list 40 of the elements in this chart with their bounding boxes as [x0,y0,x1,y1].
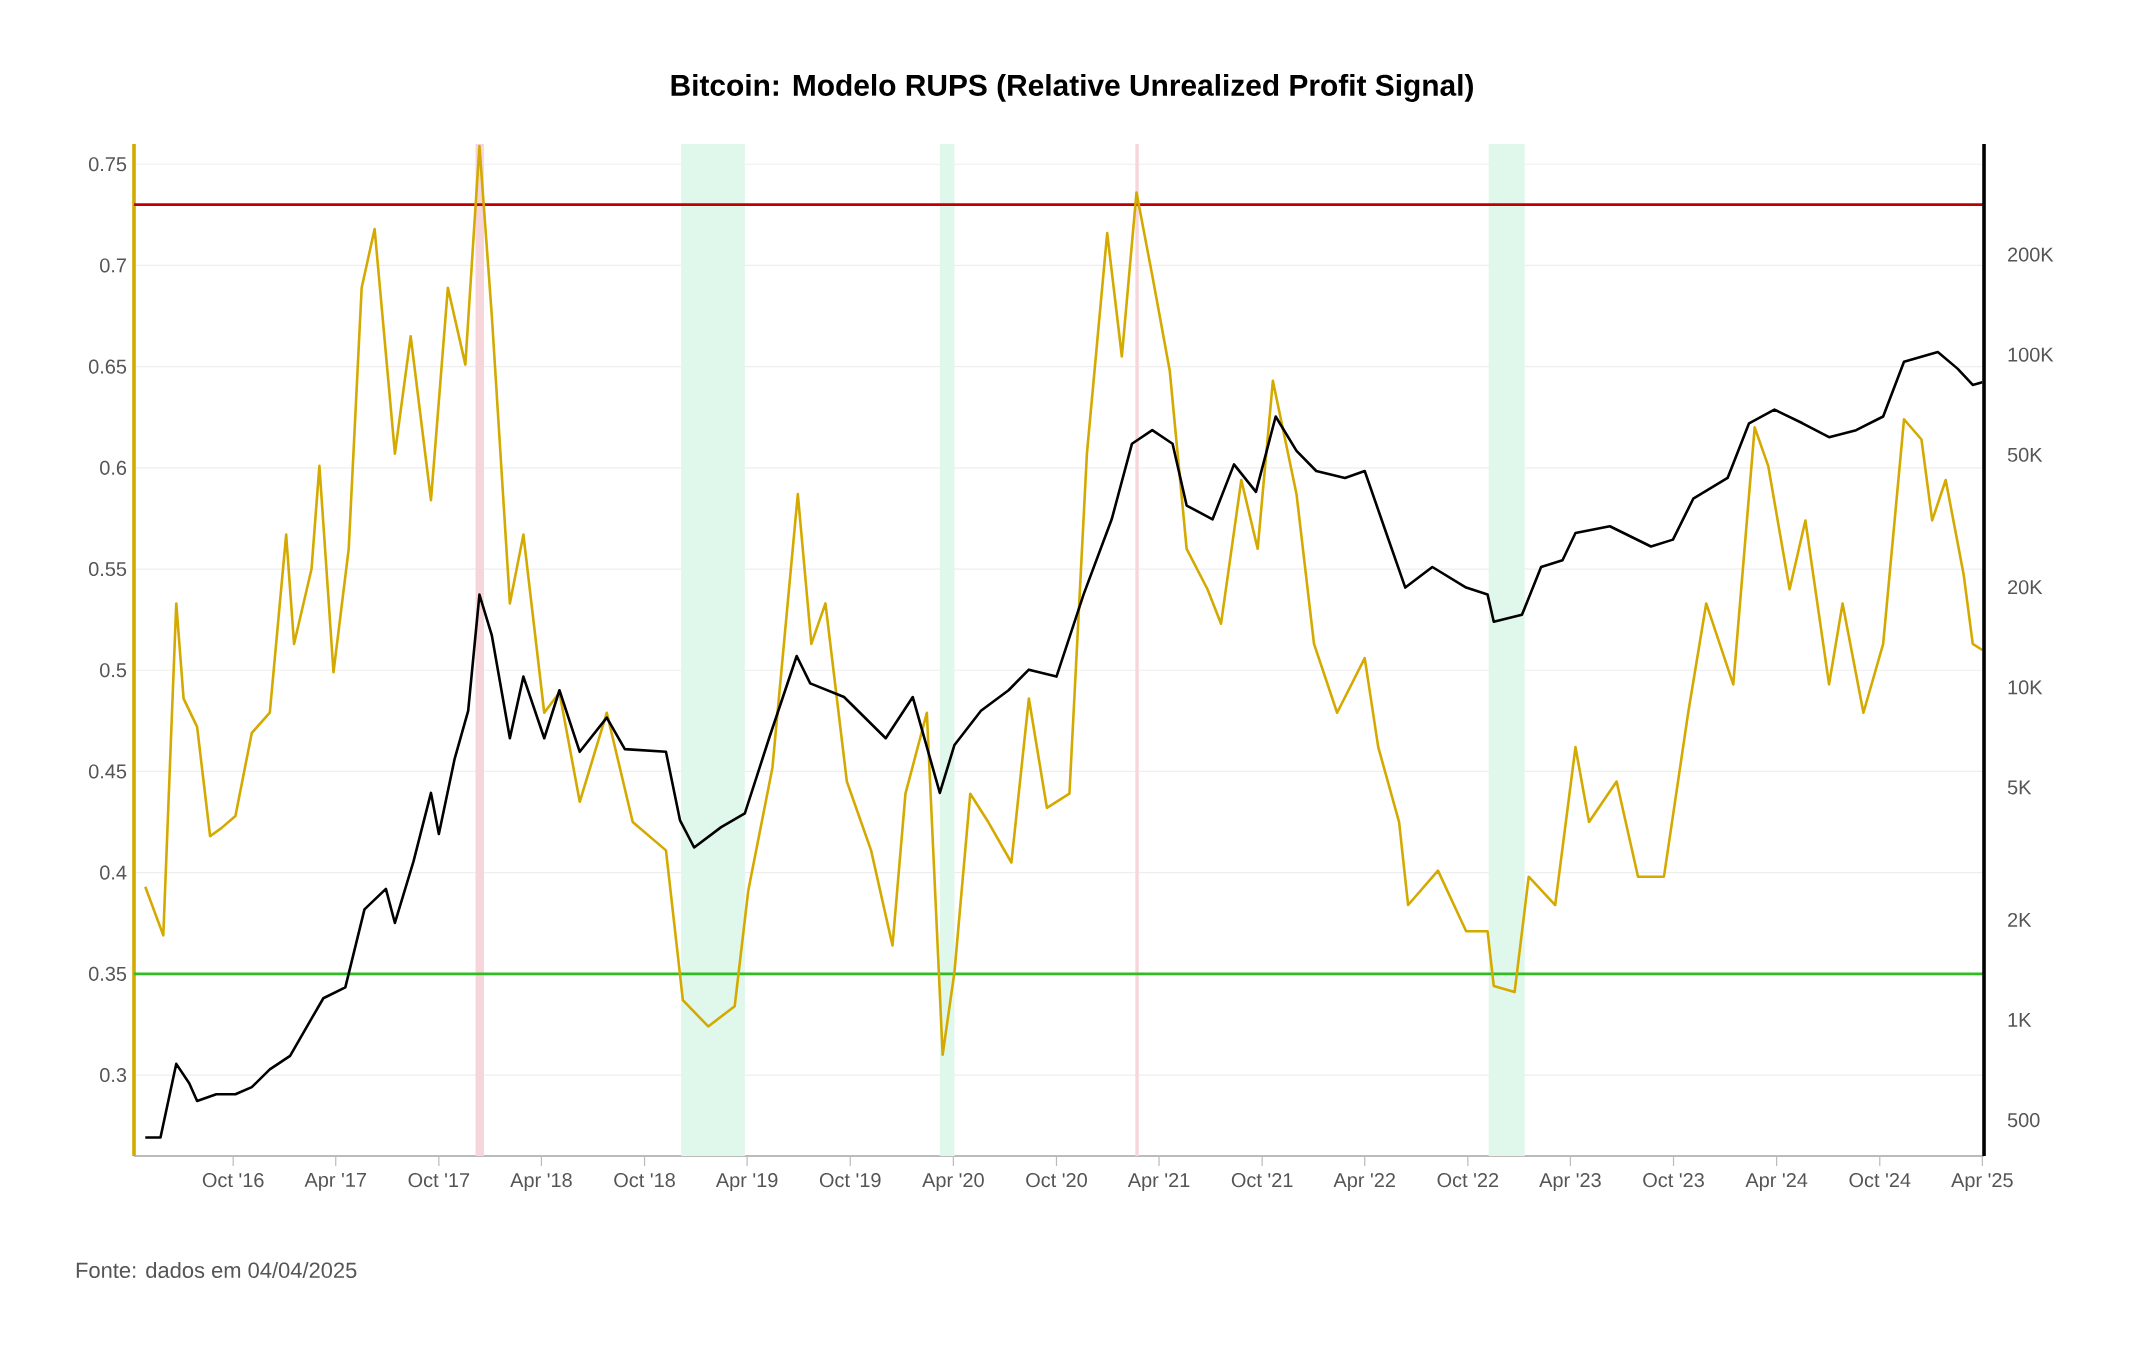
x-tick-label: Oct '23 [1643,1173,1704,1188]
y-tick-label: 0.6 [100,460,127,475]
x-tick-label: Apr '23 [1539,1173,1601,1192]
y-tick-label: 0.5 [100,663,127,678]
y2-tick-label: 20K [2008,580,2043,595]
y-tick-label: 0.65 [88,359,127,374]
y2-tick-label: 5K [2007,780,2032,795]
x-tick-label: Oct '24 [1849,1173,1911,1188]
x-tick-label: Oct '22 [1437,1173,1499,1188]
y-tick-label: 0.55 [88,561,127,577]
x-tick-label: Oct '21 [1231,1173,1293,1188]
y2-tick-label: 100K [2008,347,2054,362]
y2-tick-label: 1K [2008,1013,2032,1027]
x-tick-label: Apr '17 [304,1173,366,1191]
x-tick-label: Apr '20 [922,1173,984,1192]
source-note: Fonte: dados em 04/04/2025 [76,1261,357,1279]
y-tick-label: 0.35 [88,966,127,981]
y2-tick-label: 2K [2008,912,2032,927]
x-tick-label: Oct '20 [1026,1173,1087,1188]
x-tick-label: Oct '16 [202,1173,264,1188]
y2-tick-label: 500 [2007,1113,2040,1128]
x-tick-label: Apr '22 [1333,1173,1395,1192]
x-tick-label: Oct '19 [819,1173,881,1188]
x-tick-label: Apr '21 [1127,1173,1190,1192]
y-tick-label: 0.45 [88,764,127,779]
x-tick-label: Oct '18 [614,1173,675,1188]
y-tick-label: 0.4 [100,865,127,880]
line-series [143,144,1984,1057]
x-tick-label: Apr '24 [1745,1173,1808,1192]
y2-tick-label: 50K [2007,447,2043,462]
chart-title: Bitcoin: Modelo RUPS (Relative Unrealized Profit Signal) [671,73,1473,102]
y-tick-label: 0.75 [88,157,127,172]
x-tick-label: Oct '17 [408,1173,470,1188]
x-tick-label: Apr '19 [715,1173,778,1192]
x-tick-label: Apr '18 [510,1173,572,1192]
x-tick-label: Apr '25 [1951,1173,2013,1192]
y2-tick-label: 10K [2008,680,2043,695]
y-tick-label: 0.3 [100,1067,127,1083]
y2-tick-label: 200K [2008,247,2054,262]
y-tick-label: 0.7 [100,258,126,273]
